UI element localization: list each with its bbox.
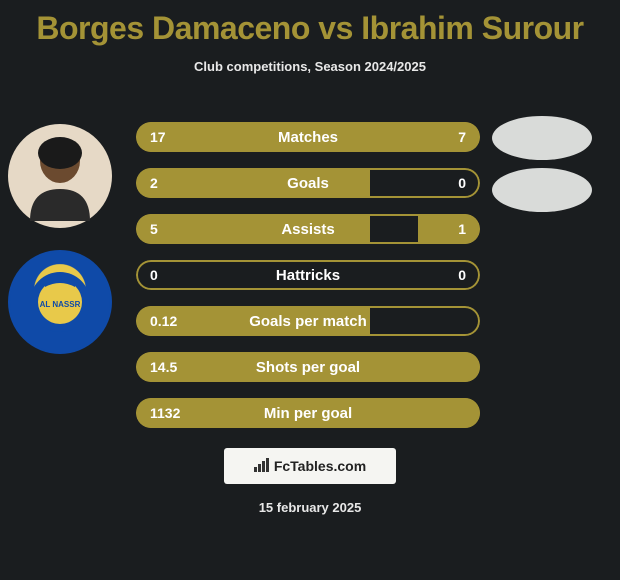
stat-row-hattricks: 0 Hattricks 0 <box>136 260 480 290</box>
stat-value-right: 0 <box>458 260 466 290</box>
stat-value-right: 1 <box>458 214 466 244</box>
stat-value-right: 0 <box>458 168 466 198</box>
stat-row-goals: 2 Goals 0 <box>136 168 480 198</box>
stat-row-gpm: 0.12 Goals per match <box>136 306 480 336</box>
stat-row-matches: 17 Matches 7 <box>136 122 480 152</box>
right-avatars <box>492 116 602 220</box>
crest-icon: AL NASSR <box>25 267 95 337</box>
page-title: Borges Damaceno vs Ibrahim Surour <box>0 0 620 47</box>
page-subtitle: Club competitions, Season 2024/2025 <box>0 59 620 74</box>
stat-label: Min per goal <box>136 398 480 428</box>
svg-text:AL NASSR: AL NASSR <box>40 300 81 309</box>
stat-label: Assists <box>136 214 480 244</box>
logo-text: FcTables.com <box>274 458 366 474</box>
date-text: 15 february 2025 <box>0 500 620 515</box>
stat-label: Hattricks <box>136 260 480 290</box>
player2-avatar-placeholder <box>492 116 592 160</box>
stat-label: Shots per goal <box>136 352 480 382</box>
left-avatars: AL NASSR <box>8 124 112 376</box>
player1-avatar <box>8 124 112 228</box>
stat-row-spg: 14.5 Shots per goal <box>136 352 480 382</box>
stat-row-assists: 5 Assists 1 <box>136 214 480 244</box>
stat-value-right: 7 <box>458 122 466 152</box>
stat-label: Matches <box>136 122 480 152</box>
chart-icon <box>254 458 270 475</box>
player-silhouette-icon <box>20 131 100 221</box>
team2-crest-placeholder <box>492 168 592 212</box>
stat-row-mpg: 1132 Min per goal <box>136 398 480 428</box>
stat-rows: 17 Matches 7 2 Goals 0 5 Assists 1 0 Hat… <box>136 122 480 444</box>
stat-label: Goals <box>136 168 480 198</box>
fctables-logo[interactable]: FcTables.com <box>224 448 396 484</box>
team1-crest: AL NASSR <box>8 250 112 354</box>
stat-label: Goals per match <box>136 306 480 336</box>
